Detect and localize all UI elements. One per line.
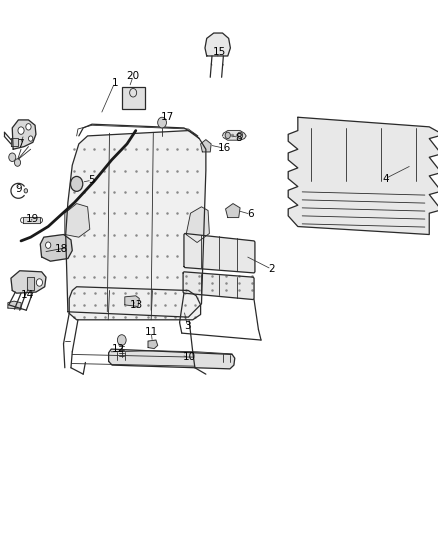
Polygon shape [27, 277, 34, 290]
Text: 2: 2 [268, 264, 275, 274]
Circle shape [28, 136, 33, 141]
Text: 13: 13 [130, 300, 143, 310]
Circle shape [237, 132, 243, 139]
FancyBboxPatch shape [122, 87, 145, 109]
Text: 3: 3 [184, 321, 191, 331]
Circle shape [14, 159, 21, 166]
Polygon shape [11, 271, 46, 293]
Circle shape [18, 127, 24, 134]
Polygon shape [205, 33, 230, 56]
Text: 16: 16 [218, 143, 231, 153]
Polygon shape [288, 117, 438, 235]
Polygon shape [201, 140, 211, 152]
Text: 6: 6 [247, 209, 254, 219]
Polygon shape [226, 204, 240, 217]
Polygon shape [183, 272, 254, 300]
Circle shape [9, 153, 16, 161]
Text: 7: 7 [17, 139, 24, 149]
Text: 9: 9 [15, 184, 22, 194]
Polygon shape [12, 120, 36, 149]
Text: 20: 20 [127, 71, 140, 81]
Polygon shape [66, 131, 206, 317]
Text: 1: 1 [111, 78, 118, 87]
Circle shape [158, 117, 166, 128]
Text: 18: 18 [55, 245, 68, 254]
Polygon shape [109, 349, 235, 369]
Circle shape [71, 176, 83, 191]
Circle shape [24, 189, 28, 193]
Polygon shape [11, 138, 18, 146]
Text: 12: 12 [112, 344, 125, 353]
Circle shape [46, 242, 51, 248]
Polygon shape [186, 207, 209, 243]
Text: 19: 19 [25, 214, 39, 224]
Text: 4: 4 [382, 174, 389, 183]
Circle shape [225, 132, 230, 139]
Polygon shape [40, 235, 72, 261]
Text: 11: 11 [145, 327, 158, 336]
Text: 5: 5 [88, 175, 95, 185]
Text: 14: 14 [21, 290, 34, 300]
Polygon shape [148, 340, 158, 349]
Text: 15: 15 [212, 47, 226, 57]
Circle shape [26, 124, 31, 130]
Polygon shape [125, 296, 139, 306]
Polygon shape [65, 204, 90, 237]
Polygon shape [69, 287, 201, 320]
Circle shape [117, 335, 126, 345]
Text: 17: 17 [161, 112, 174, 122]
Polygon shape [223, 131, 246, 140]
Text: 8: 8 [235, 133, 242, 142]
Circle shape [36, 279, 42, 286]
Polygon shape [23, 217, 40, 223]
Polygon shape [184, 233, 255, 273]
Text: 10: 10 [183, 352, 196, 362]
Polygon shape [8, 301, 21, 309]
